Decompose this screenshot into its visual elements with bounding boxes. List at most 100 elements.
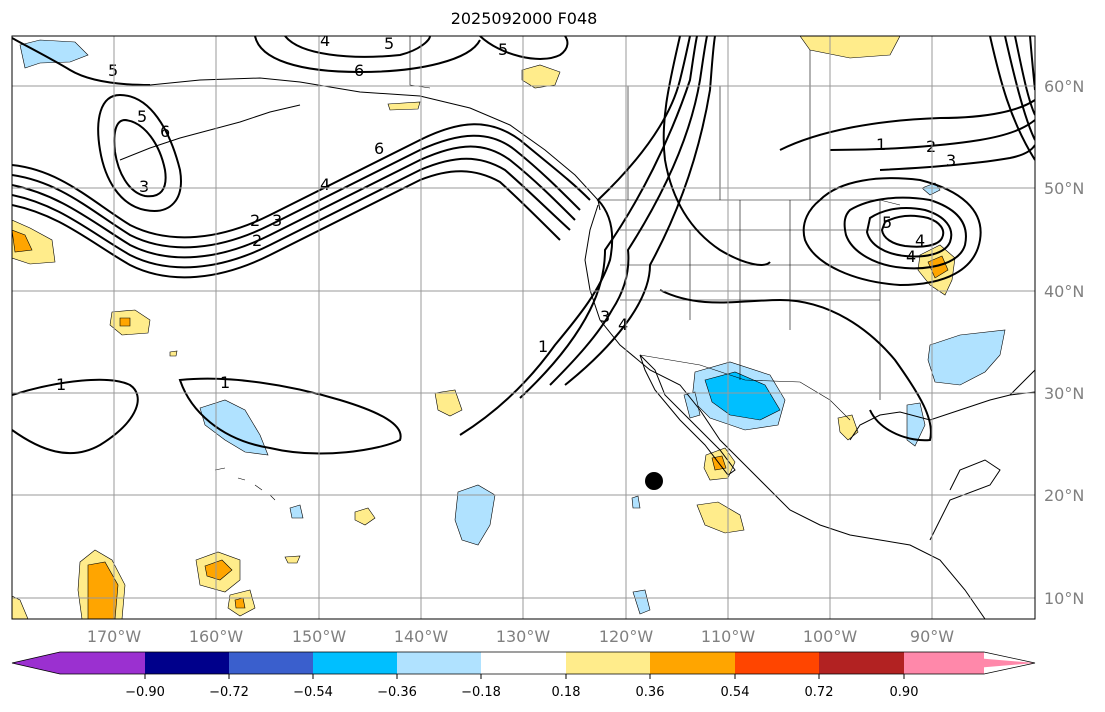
colorbar-segment-last — [904, 652, 984, 674]
contour-line — [519, 36, 698, 399]
colorbar-tick-label: 0.18 — [552, 685, 581, 700]
contour-line — [12, 37, 151, 86]
bc-coast — [584, 204, 986, 619]
lat-label: 30°N — [1044, 384, 1084, 403]
shade-patch — [19, 39, 89, 69]
shade-patch — [354, 507, 376, 526]
lon-label: 170°W — [87, 627, 142, 646]
hawaii-islands — [214, 467, 276, 501]
contour-line — [779, 99, 1035, 151]
shade-patch — [927, 329, 1006, 386]
shade-patch — [632, 589, 651, 615]
colorbar-segment — [819, 652, 904, 674]
shade-patch — [631, 495, 641, 509]
colorbar-tick-label: 0.36 — [636, 685, 665, 700]
contour-line — [549, 36, 708, 386]
contour-label: 1 — [538, 337, 548, 356]
colorbar-segment — [566, 652, 650, 674]
map-frame — [11, 35, 1036, 620]
colorbar-tick-label: −0.72 — [209, 685, 249, 700]
colorbar-segment — [481, 652, 566, 674]
colorbar-segment — [145, 652, 229, 674]
shade-patch — [87, 561, 119, 619]
contour-line — [254, 36, 481, 74]
contour-line — [564, 36, 716, 386]
lat-label: 20°N — [1044, 486, 1084, 505]
contour-label: 5 — [384, 34, 394, 53]
latitude-labels: 60°N 50°N 40°N 30°N 20°N 10°N — [1044, 77, 1084, 608]
contour-line — [97, 93, 182, 212]
contour-label: 4 — [906, 247, 916, 266]
contour-line — [829, 119, 1035, 151]
baja-peninsula — [639, 354, 736, 476]
contour-label: 6 — [160, 122, 170, 141]
us-mexico-border — [639, 354, 851, 421]
contour-labels: 5 5 6 4 5 6 5 3 2 3 4 6 2 1 1 1 3 4 1 2 … — [56, 31, 956, 394]
contour-label: 4 — [320, 31, 330, 50]
lon-label: 110°W — [701, 627, 756, 646]
contour-line — [1004, 36, 1035, 141]
contour-label: 5 — [498, 40, 508, 59]
contour-label: 2 — [252, 231, 262, 250]
contour-line — [659, 289, 932, 442]
contour-label: 1 — [56, 375, 66, 394]
coastlines — [119, 77, 1035, 619]
lon-label: 130°W — [496, 627, 551, 646]
contour-label: 3 — [139, 177, 149, 196]
longitude-labels: 170°W 160°W 150°W 140°W 130°W 120°W 110°… — [87, 627, 954, 646]
contour-label: 5 — [882, 213, 892, 232]
contour-label: 4 — [320, 175, 330, 194]
colorbar-segment — [313, 652, 397, 674]
shade-patch — [199, 399, 269, 456]
shade-patch — [12, 229, 33, 253]
contour-label: 5 — [108, 61, 118, 80]
shade-patch — [204, 559, 233, 581]
lat-label: 60°N — [1044, 77, 1084, 96]
shade-patch — [921, 182, 941, 196]
shade-patch — [387, 101, 421, 111]
storm-position-dot — [645, 472, 663, 490]
lon-label: 150°W — [292, 627, 347, 646]
lon-label: 120°W — [599, 627, 654, 646]
lon-label: 140°W — [394, 627, 449, 646]
shade-patch — [12, 595, 29, 619]
colorbar-tick-label: −0.54 — [293, 685, 333, 700]
contour-label: 3 — [600, 307, 610, 326]
colorbar-outline — [11, 651, 1036, 675]
shade-patch — [799, 36, 901, 59]
map-title: 2025092000 F048 — [450, 9, 598, 28]
contour-line — [12, 378, 139, 455]
colorbar-tick-label: 0.72 — [805, 685, 834, 700]
shade-patch — [289, 504, 304, 519]
lat-label: 50°N — [1044, 179, 1084, 198]
contour-label: 6 — [354, 61, 364, 80]
yucatan — [929, 459, 1001, 541]
shade-patch — [434, 389, 463, 417]
contour-label: 3 — [272, 211, 282, 230]
shade-patch — [521, 64, 561, 89]
contour-label: 1 — [220, 373, 230, 392]
shade-patch — [284, 555, 301, 564]
contour-label: 5 — [137, 107, 147, 126]
shade-patch — [169, 350, 178, 357]
contour-line — [865, 207, 953, 258]
shade-patch — [454, 484, 496, 546]
political-borders — [214, 36, 901, 501]
colorbar-tick-label: 0.90 — [890, 685, 919, 700]
canada-provinces — [627, 50, 811, 200]
colorbar-extend-left — [12, 652, 60, 674]
shade-patch — [696, 501, 745, 534]
lon-label: 160°W — [189, 627, 244, 646]
florida — [1009, 369, 1035, 396]
contour-label: 2 — [250, 211, 260, 230]
contour-line — [479, 36, 569, 60]
contour-label: 6 — [374, 139, 384, 158]
aleutian-chain — [119, 104, 301, 161]
contour-label: 2 — [926, 137, 936, 156]
contour-label: 3 — [946, 151, 956, 170]
contour-line — [12, 123, 591, 239]
contour-label: 4 — [915, 231, 925, 250]
colorbar-tick-label: −0.18 — [461, 685, 501, 700]
contour-line — [284, 36, 431, 58]
